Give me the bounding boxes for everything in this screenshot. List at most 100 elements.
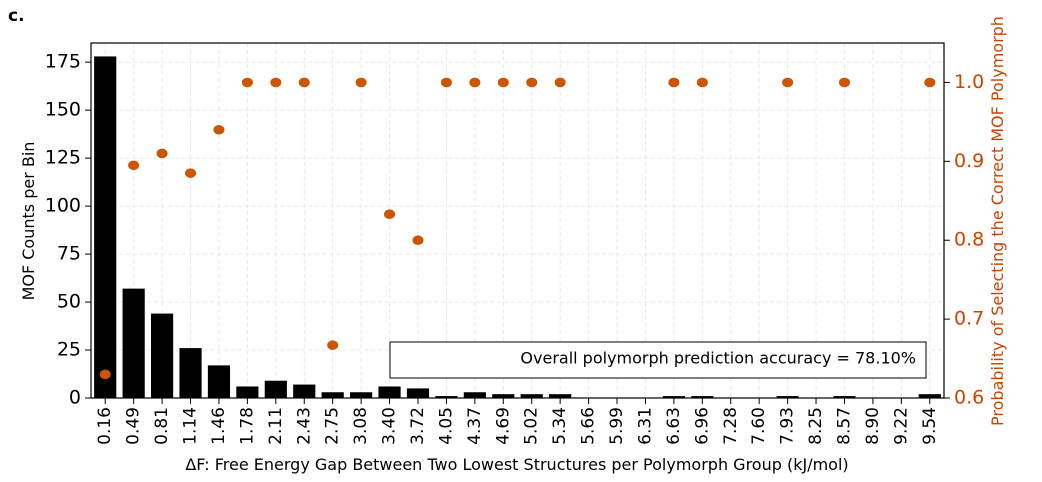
bar bbox=[435, 396, 458, 398]
x-tick-label: 2.11 bbox=[266, 407, 286, 445]
y-right-tick-label: 0.6 bbox=[954, 387, 984, 409]
probability-point bbox=[298, 77, 310, 88]
probability-point bbox=[327, 340, 339, 350]
x-tick-label: 5.99 bbox=[607, 407, 627, 445]
bar bbox=[406, 388, 430, 398]
x-tick-label: 3.40 bbox=[380, 407, 400, 445]
probability-point bbox=[782, 77, 794, 88]
bar bbox=[662, 396, 685, 398]
bar bbox=[207, 365, 231, 398]
probability-point bbox=[384, 209, 396, 219]
x-axis-label: ΔF: Free Energy Gap Between Two Lowest S… bbox=[185, 455, 848, 474]
x-axis: 0.16 0.49 0.81 1.14 1.46 1.78 2.11 2.43 2.75 3.08… bbox=[95, 398, 940, 445]
grid bbox=[91, 43, 944, 399]
bar bbox=[321, 392, 344, 398]
bar bbox=[378, 386, 401, 398]
bar bbox=[122, 288, 145, 398]
x-tick-label: 8.57 bbox=[834, 407, 854, 445]
x-tick-label: 9.22 bbox=[891, 407, 911, 445]
x-tick-label: 1.46 bbox=[209, 407, 229, 445]
x-tick-label: 0.16 bbox=[95, 407, 115, 445]
y-axis-right: 0.6 0.7 0.8 0.9 1.0 bbox=[944, 71, 984, 409]
probability-point bbox=[668, 77, 680, 88]
panel-label: c. bbox=[8, 6, 25, 26]
x-tick-label: 3.72 bbox=[408, 407, 428, 445]
x-tick-label: 8.90 bbox=[863, 407, 883, 445]
x-tick-label: 3.08 bbox=[351, 407, 371, 445]
bar bbox=[264, 380, 287, 398]
bar bbox=[492, 394, 515, 398]
x-tick-label: 8.25 bbox=[806, 407, 826, 445]
probability-point bbox=[128, 160, 140, 171]
probability-point bbox=[185, 168, 197, 178]
annotation-frame bbox=[389, 341, 927, 379]
probability-point bbox=[213, 124, 225, 135]
x-tick-label: 5.34 bbox=[550, 407, 570, 445]
bar bbox=[918, 394, 941, 398]
y-tick-label: 175 bbox=[45, 51, 81, 73]
bars bbox=[94, 56, 941, 398]
probability-point bbox=[241, 77, 253, 88]
probability-point bbox=[270, 77, 282, 88]
probability-point bbox=[497, 77, 509, 88]
x-tick-label: 0.49 bbox=[124, 407, 144, 445]
bar bbox=[150, 313, 174, 398]
probability-point bbox=[440, 77, 452, 88]
x-tick-label: 6.96 bbox=[692, 407, 712, 445]
probability-point bbox=[924, 77, 936, 88]
y-tick-label: 125 bbox=[45, 147, 81, 169]
bar bbox=[833, 396, 856, 398]
x-tick-label: 5.66 bbox=[579, 407, 599, 445]
x-tick-label: 2.43 bbox=[294, 407, 314, 445]
y-right-tick-label: 0.9 bbox=[954, 150, 984, 172]
x-tick-label: 6.63 bbox=[664, 407, 684, 445]
probability-point bbox=[526, 77, 538, 88]
probability-point bbox=[696, 77, 708, 88]
bar bbox=[350, 392, 373, 398]
probability-point bbox=[99, 369, 111, 380]
y-tick-label: 50 bbox=[57, 291, 81, 313]
y-right-tick-label: 0.8 bbox=[954, 229, 984, 251]
bar bbox=[236, 386, 259, 398]
bar bbox=[293, 384, 316, 398]
x-tick-label: 2.75 bbox=[323, 407, 343, 445]
x-tick-label: 9.54 bbox=[920, 407, 940, 445]
x-tick-label: 4.37 bbox=[465, 407, 485, 445]
y-right-tick-label: 1.0 bbox=[954, 71, 984, 93]
y-axis-left: 0 25 50 75 100 125 150 175 bbox=[45, 51, 91, 409]
bar bbox=[549, 394, 572, 398]
x-tick-label: 4.05 bbox=[436, 407, 456, 445]
x-tick-label: 5.02 bbox=[522, 407, 542, 445]
annotation-box: Overall polymorph prediction accuracy = … bbox=[389, 341, 927, 379]
probability-point bbox=[355, 77, 367, 88]
y-tick-label: 150 bbox=[45, 99, 81, 121]
bar bbox=[94, 56, 117, 398]
x-tick-label: 1.14 bbox=[181, 407, 201, 445]
probability-point bbox=[554, 77, 566, 88]
bar bbox=[463, 392, 486, 398]
y-tick-label: 25 bbox=[57, 339, 81, 361]
bar bbox=[520, 394, 543, 398]
y-tick-label: 100 bbox=[45, 195, 81, 217]
x-tick-label: 7.60 bbox=[749, 407, 769, 445]
x-tick-label: 0.81 bbox=[152, 407, 172, 445]
y-tick-label: 0 bbox=[69, 387, 81, 409]
y-right-tick-label: 0.7 bbox=[954, 308, 984, 330]
plot-frame bbox=[90, 42, 945, 399]
x-tick-label: 6.31 bbox=[635, 407, 655, 445]
probability-point bbox=[469, 77, 481, 88]
x-tick-label: 4.69 bbox=[493, 407, 513, 445]
probability-point bbox=[412, 235, 424, 246]
probability-point bbox=[838, 77, 850, 88]
x-tick-label: 7.28 bbox=[721, 407, 741, 445]
annotation-text: Overall polymorph prediction accuracy = … bbox=[520, 349, 916, 368]
bar bbox=[691, 396, 714, 398]
bar bbox=[776, 396, 799, 398]
probability-point bbox=[156, 148, 168, 159]
points bbox=[99, 77, 936, 380]
x-tick-label: 7.93 bbox=[778, 407, 798, 445]
y-tick-label: 75 bbox=[57, 243, 81, 265]
y-axis-right-label: Probability of Selecting the Correct MOF… bbox=[988, 16, 1007, 426]
bar bbox=[179, 348, 202, 398]
